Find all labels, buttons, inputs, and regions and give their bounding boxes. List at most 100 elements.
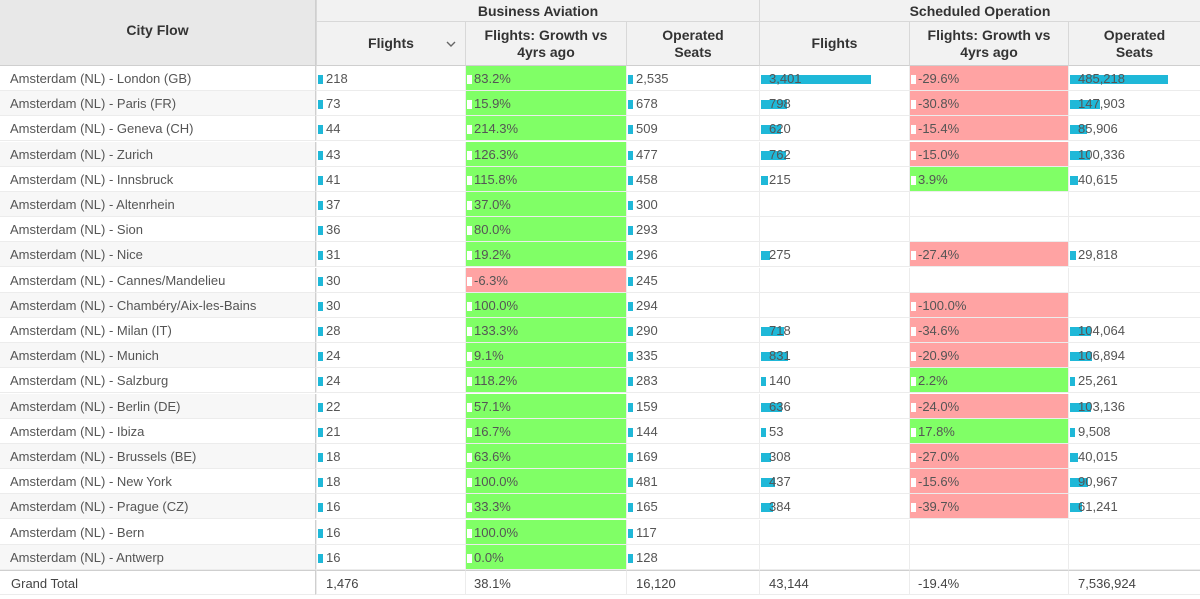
city-flow-cell[interactable]: Amsterdam (NL) - Prague (CZ) [0, 494, 316, 519]
so-seats-cell[interactable]: 25,261 [1068, 368, 1200, 393]
city-flow-cell[interactable]: Amsterdam (NL) - Nice [0, 242, 316, 267]
so-seats-cell[interactable]: 90,967 [1068, 469, 1200, 494]
so-growth-cell[interactable]: -29.6% [909, 66, 1068, 91]
so-seats-cell[interactable]: 147,903 [1068, 91, 1200, 116]
city-flow-cell[interactable]: Amsterdam (NL) - Brussels (BE) [0, 444, 316, 469]
city-flow-cell[interactable]: Amsterdam (NL) - Ibiza [0, 419, 316, 444]
so-flights-cell[interactable]: 620 [759, 116, 909, 141]
so-flights-cell[interactable]: 636 [759, 394, 909, 419]
ba-seats-cell[interactable]: 245 [626, 268, 759, 293]
column-header-ba-seats[interactable]: Operated Seats [626, 22, 759, 66]
so-seats-cell[interactable]: 485,218 [1068, 66, 1200, 91]
ba-seats-cell[interactable]: 296 [626, 242, 759, 267]
ba-seats-cell[interactable]: 159 [626, 394, 759, 419]
city-flow-cell[interactable]: Amsterdam (NL) - Innsbruck [0, 167, 316, 192]
ba-growth-cell[interactable]: 19.2% [465, 242, 626, 267]
so-growth-cell[interactable]: -27.4% [909, 242, 1068, 267]
so-growth-cell[interactable]: -24.0% [909, 394, 1068, 419]
so-flights-cell[interactable]: 53 [759, 419, 909, 444]
ba-seats-cell[interactable]: 144 [626, 419, 759, 444]
ba-growth-cell[interactable]: 15.9% [465, 91, 626, 116]
so-growth-cell[interactable]: -30.8% [909, 91, 1068, 116]
so-flights-cell[interactable]: 798 [759, 91, 909, 116]
so-seats-cell[interactable]: 100,336 [1068, 142, 1200, 167]
ba-growth-cell[interactable]: 0.0% [465, 545, 626, 570]
ba-growth-cell[interactable]: 133.3% [465, 318, 626, 343]
so-flights-cell[interactable]: 718 [759, 318, 909, 343]
ba-flights-cell[interactable]: 31 [316, 242, 465, 267]
city-flow-cell[interactable]: Amsterdam (NL) - Milan (IT) [0, 318, 316, 343]
so-growth-cell[interactable]: 17.8% [909, 419, 1068, 444]
so-flights-cell[interactable]: 762 [759, 142, 909, 167]
city-flow-cell[interactable]: Amsterdam (NL) - Salzburg [0, 368, 316, 393]
so-growth-cell[interactable] [909, 545, 1068, 570]
so-seats-cell[interactable]: 40,015 [1068, 444, 1200, 469]
ba-flights-cell[interactable]: 41 [316, 167, 465, 192]
ba-flights-cell[interactable]: 21 [316, 419, 465, 444]
so-growth-cell[interactable]: -39.7% [909, 494, 1068, 519]
so-growth-cell[interactable] [909, 217, 1068, 242]
ba-growth-cell[interactable]: 16.7% [465, 419, 626, 444]
so-seats-cell[interactable]: 61,241 [1068, 494, 1200, 519]
ba-flights-cell[interactable]: 30 [316, 293, 465, 318]
so-seats-cell[interactable] [1068, 545, 1200, 570]
so-seats-cell[interactable] [1068, 293, 1200, 318]
so-growth-cell[interactable]: -20.9% [909, 343, 1068, 368]
so-flights-cell[interactable] [759, 545, 909, 570]
city-flow-cell[interactable]: Amsterdam (NL) - Sion [0, 217, 316, 242]
ba-growth-cell[interactable]: 126.3% [465, 142, 626, 167]
so-seats-cell[interactable]: 103,136 [1068, 394, 1200, 419]
grand-total-label[interactable]: Grand Total [0, 570, 316, 595]
ba-seats-cell[interactable]: 283 [626, 368, 759, 393]
so-flights-cell[interactable]: 215 [759, 167, 909, 192]
so-seats-cell[interactable] [1068, 192, 1200, 217]
so-flights-cell[interactable]: 831 [759, 343, 909, 368]
chevron-down-icon[interactable] [445, 38, 457, 50]
ba-growth-cell[interactable]: 33.3% [465, 494, 626, 519]
so-growth-cell[interactable]: 2.2% [909, 368, 1068, 393]
city-flow-cell[interactable]: Amsterdam (NL) - Cannes/Mandelieu [0, 268, 316, 293]
ba-growth-cell[interactable]: 100.0% [465, 469, 626, 494]
ba-flights-cell[interactable]: 24 [316, 343, 465, 368]
ba-seats-cell[interactable]: 509 [626, 116, 759, 141]
ba-growth-cell[interactable]: 57.1% [465, 394, 626, 419]
so-growth-cell[interactable] [909, 268, 1068, 293]
ba-growth-cell[interactable]: 63.6% [465, 444, 626, 469]
column-header-ba-growth[interactable]: Flights: Growth vs 4yrs ago [465, 22, 626, 66]
ba-flights-cell[interactable]: 16 [316, 545, 465, 570]
ba-flights-cell[interactable]: 43 [316, 142, 465, 167]
city-flow-cell[interactable]: Amsterdam (NL) - Munich [0, 343, 316, 368]
so-growth-cell[interactable]: -34.6% [909, 318, 1068, 343]
column-header-so-seats[interactable]: Operated Seats [1068, 22, 1200, 66]
ba-growth-cell[interactable]: 118.2% [465, 368, 626, 393]
so-flights-cell[interactable]: 384 [759, 494, 909, 519]
ba-seats-cell[interactable]: 678 [626, 91, 759, 116]
city-flow-cell[interactable]: Amsterdam (NL) - Geneva (CH) [0, 116, 316, 141]
so-growth-cell[interactable]: -19.4% [909, 570, 1068, 595]
city-flow-cell[interactable]: Amsterdam (NL) - Antwerp [0, 545, 316, 570]
ba-seats-cell[interactable]: 128 [626, 545, 759, 570]
ba-flights-cell[interactable]: 30 [316, 268, 465, 293]
column-header-so-growth[interactable]: Flights: Growth vs 4yrs ago [909, 22, 1068, 66]
ba-growth-cell[interactable]: 9.1% [465, 343, 626, 368]
ba-flights-cell[interactable]: 28 [316, 318, 465, 343]
ba-growth-cell[interactable]: 80.0% [465, 217, 626, 242]
so-flights-cell[interactable]: 437 [759, 469, 909, 494]
so-growth-cell[interactable]: -100.0% [909, 293, 1068, 318]
so-seats-cell[interactable] [1068, 268, 1200, 293]
ba-flights-cell[interactable]: 16 [316, 520, 465, 545]
so-flights-cell[interactable]: 140 [759, 368, 909, 393]
ba-flights-cell[interactable]: 24 [316, 368, 465, 393]
so-flights-cell[interactable] [759, 520, 909, 545]
ba-growth-cell[interactable]: 115.8% [465, 167, 626, 192]
ba-growth-cell[interactable]: 83.2% [465, 66, 626, 91]
so-growth-cell[interactable] [909, 192, 1068, 217]
city-flow-cell[interactable]: Amsterdam (NL) - Paris (FR) [0, 91, 316, 116]
so-flights-cell[interactable]: 43,144 [759, 570, 909, 595]
ba-seats-cell[interactable]: 290 [626, 318, 759, 343]
ba-growth-cell[interactable]: 37.0% [465, 192, 626, 217]
ba-seats-cell[interactable]: 2,535 [626, 66, 759, 91]
so-flights-cell[interactable]: 308 [759, 444, 909, 469]
so-seats-cell[interactable] [1068, 520, 1200, 545]
ba-flights-cell[interactable]: 16 [316, 494, 465, 519]
